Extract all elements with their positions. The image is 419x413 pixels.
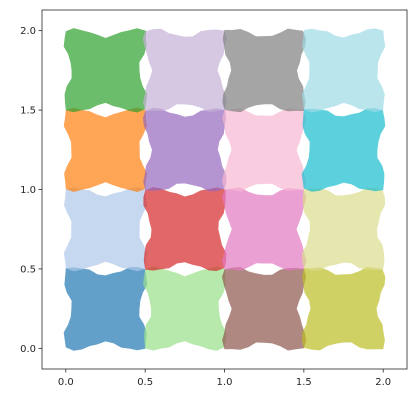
tile-c1-r0 (143, 266, 227, 351)
x-tick-label: 1.0 (217, 377, 233, 388)
y-tick-label: 2.0 (20, 26, 36, 37)
tile-c0-r0 (63, 267, 148, 351)
tile-c1-r1 (143, 187, 227, 271)
tile-c0-r2 (63, 107, 148, 192)
y-tick-label: 0.5 (20, 264, 36, 275)
tile-c1-r2 (142, 108, 227, 192)
x-tick-label: 1.5 (296, 377, 312, 388)
tile-c2-r2 (222, 108, 307, 192)
tile-c0-r3 (63, 28, 148, 113)
tile-c3-r1 (302, 187, 385, 271)
x-axis: 0.0 0.5 1.0 1.5 2.0 (58, 369, 391, 388)
x-tick-label: 0.0 (58, 377, 74, 388)
tile-c0-r1 (63, 187, 148, 272)
tile-c2-r1 (222, 187, 307, 271)
tile-c3-r3 (301, 28, 386, 113)
tile-c1-r3 (142, 28, 227, 113)
x-tick-label: 2.0 (375, 377, 391, 388)
tile-c2-r0 (222, 267, 307, 351)
x-tick-label: 0.5 (137, 377, 153, 388)
tile-c2-r3 (222, 28, 307, 113)
y-tick-label: 1.5 (20, 106, 36, 117)
y-tick-label: 0.0 (20, 344, 36, 355)
tile-c3-r0 (301, 266, 386, 351)
y-axis: 0.0 0.5 1.0 1.5 2.0 (20, 26, 42, 355)
tiles-layer (63, 28, 386, 351)
tile-c3-r2 (301, 108, 386, 192)
y-tick-label: 1.0 (20, 185, 36, 196)
